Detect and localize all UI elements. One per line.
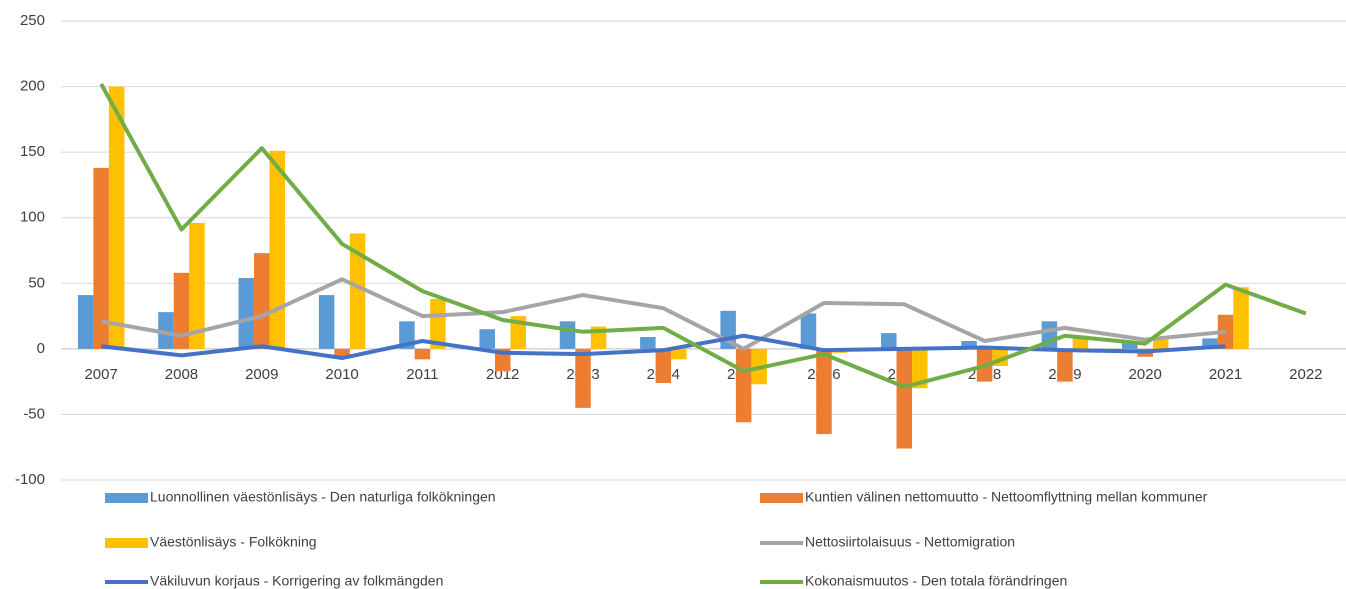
x-tick-label: 2008 [165,366,198,383]
bar [655,348,672,383]
bar [1233,287,1249,349]
y-tick-label: 200 [20,78,45,95]
bar [349,233,366,349]
bar [1152,339,1169,349]
legend-swatch [105,538,148,548]
x-tick-label: 2020 [1129,366,1162,383]
legend-label: Nettosiirtolaisuus - Nettomigration [805,534,1015,550]
bar [961,340,977,349]
bar [269,150,286,349]
bar [1057,348,1073,382]
bar [800,313,817,349]
bar [881,333,897,349]
bar [1202,338,1218,349]
line [100,333,1226,361]
bar [254,253,270,349]
bar [912,348,928,389]
y-tick-label: 50 [28,274,45,291]
legend-label: Luonnollinen väestönlisäys - Den naturli… [150,489,496,505]
bar [816,348,832,435]
line [100,277,1226,351]
y-tick-label: -100 [15,471,45,488]
legend-swatch [760,493,803,503]
line [99,82,1307,389]
bar [238,278,255,349]
legend-label: Kokonaismuutos - Den totala förändringen [805,573,1067,589]
x-tick-label: 2007 [84,366,117,383]
bar [414,348,431,360]
bar [559,321,576,349]
legend-swatch [105,493,148,503]
x-tick-label: 2009 [245,366,278,383]
bar [77,295,94,349]
legend-label: Väestönlisäys - Folkökning [150,534,317,550]
bar [93,167,109,349]
bar [735,348,752,423]
y-tick-label: -50 [23,405,45,422]
y-tick-label: 0 [37,340,45,357]
bar [479,329,495,349]
y-tick-label: 150 [20,143,45,160]
y-tick-label: 100 [20,209,45,226]
bar [108,86,125,349]
y-tick-label: 250 [20,12,45,29]
x-tick-label: 2011 [406,366,438,383]
bar [896,348,913,449]
x-tick-label: 2022 [1289,366,1322,383]
bar [158,312,174,349]
bar [1121,342,1138,349]
bar [430,299,446,349]
x-tick-label: 2021 [1209,366,1242,383]
x-tick-label: 2010 [325,366,358,383]
bar [334,348,350,357]
bar [318,295,335,349]
bar [640,337,656,349]
x-tick-label: 2012 [486,366,519,383]
bar [671,348,687,360]
bar [173,272,190,349]
bar [189,222,205,349]
legend-label: Kuntien välinen nettomuutto - Nettoomfly… [805,489,1208,505]
bar [575,348,591,408]
legend-label: Väkiluvun korjaus - Korrigering av folkm… [150,573,443,589]
